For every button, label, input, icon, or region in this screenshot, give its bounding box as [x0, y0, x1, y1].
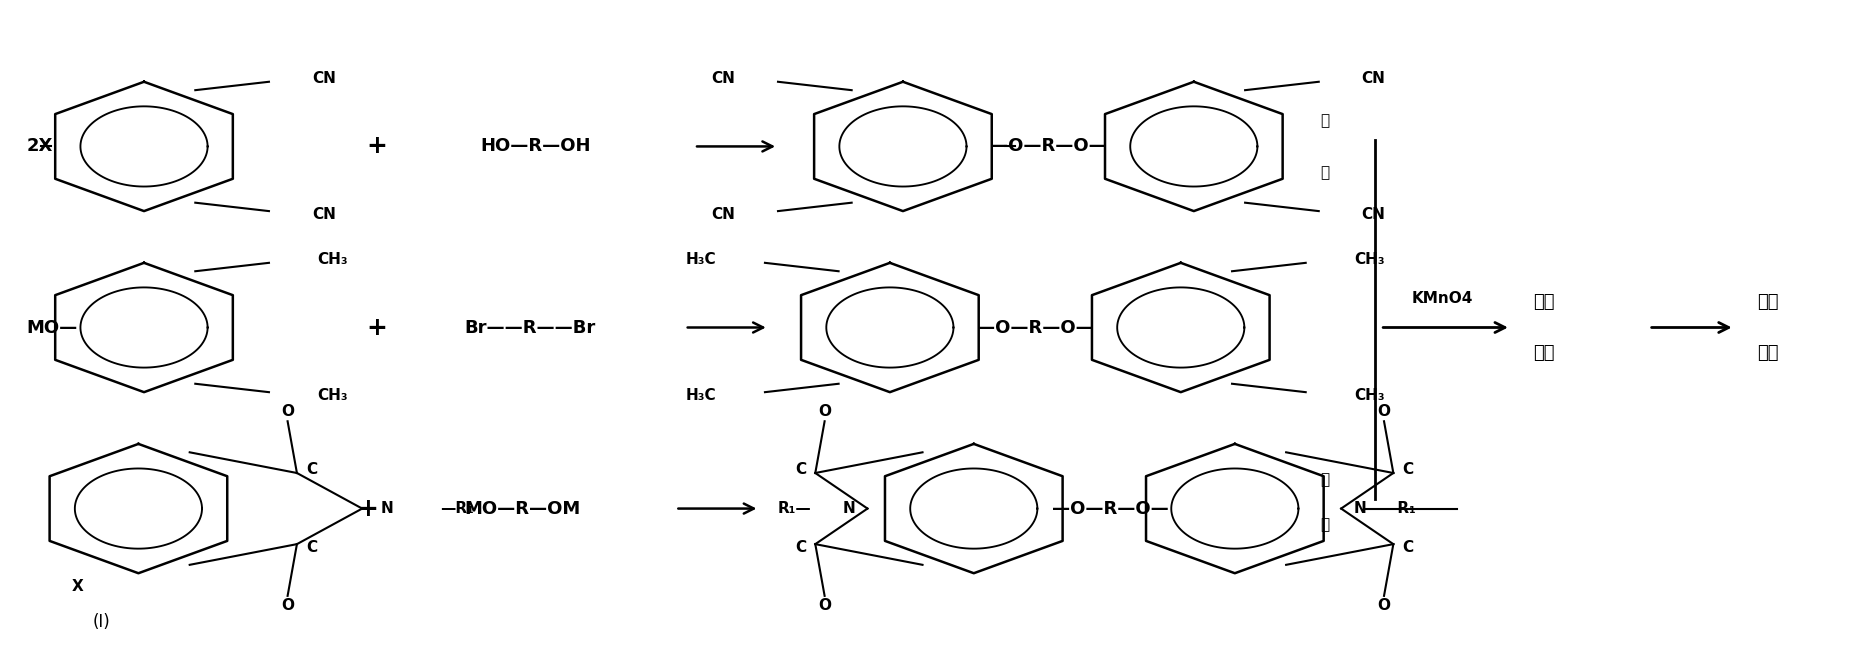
- Text: —O—R—O—: —O—R—O—: [978, 318, 1094, 337]
- Text: (Ⅰ): (Ⅰ): [92, 612, 111, 631]
- Text: MO—R—OM: MO—R—OM: [465, 500, 581, 517]
- Text: C: C: [794, 462, 805, 477]
- Text: HO—R—OH: HO—R—OH: [479, 138, 590, 155]
- Text: 二酐: 二酐: [1757, 345, 1779, 362]
- Text: CN: CN: [1362, 207, 1386, 222]
- Text: +: +: [367, 134, 388, 159]
- Text: X: X: [71, 578, 84, 593]
- Text: Br——R——Br: Br——R——Br: [465, 318, 596, 337]
- Text: N: N: [380, 501, 393, 516]
- Text: H₃C: H₃C: [686, 252, 717, 267]
- Text: CH₃: CH₃: [1354, 388, 1384, 403]
- Text: N: N: [843, 501, 856, 516]
- Text: CN: CN: [1362, 71, 1386, 86]
- Text: 四酸: 四酸: [1534, 345, 1555, 362]
- Text: —R₁: —R₁: [1382, 501, 1416, 516]
- Text: O: O: [819, 404, 832, 419]
- Text: 酸: 酸: [1320, 517, 1330, 533]
- Text: R₁—: R₁—: [777, 501, 811, 516]
- Text: C: C: [307, 540, 317, 555]
- Text: C: C: [1403, 540, 1414, 555]
- Text: —O—R—O—: —O—R—O—: [1051, 500, 1169, 517]
- Text: +: +: [367, 316, 388, 339]
- Text: 2X: 2X: [26, 138, 52, 155]
- Text: O: O: [1377, 404, 1390, 419]
- Text: +: +: [358, 496, 378, 521]
- Text: CN: CN: [712, 71, 734, 86]
- Text: CN: CN: [712, 207, 734, 222]
- Text: CH₃: CH₃: [317, 252, 348, 267]
- Text: N: N: [1354, 501, 1365, 516]
- Text: C: C: [1403, 462, 1414, 477]
- Text: CH₃: CH₃: [1354, 252, 1384, 267]
- Text: 酸: 酸: [1320, 165, 1330, 180]
- Text: —R₁: —R₁: [440, 501, 474, 516]
- Text: KMnO4: KMnO4: [1412, 291, 1474, 306]
- Text: C: C: [794, 540, 805, 555]
- Text: 碱: 碱: [1320, 113, 1330, 128]
- Text: 二醚: 二醚: [1757, 293, 1779, 310]
- Text: O: O: [1377, 598, 1390, 613]
- Text: CH₃: CH₃: [317, 388, 348, 403]
- Text: O: O: [281, 404, 294, 419]
- Text: 二醚: 二醚: [1534, 293, 1555, 310]
- Text: O: O: [819, 598, 832, 613]
- Text: CN: CN: [311, 71, 335, 86]
- Text: CN: CN: [311, 207, 335, 222]
- Text: 碱: 碱: [1320, 472, 1330, 487]
- Text: O: O: [281, 598, 294, 613]
- Text: MO—: MO—: [26, 318, 79, 337]
- Text: H₃C: H₃C: [686, 388, 717, 403]
- Text: —O—R—O—: —O—R—O—: [991, 138, 1107, 155]
- Text: C: C: [307, 462, 317, 477]
